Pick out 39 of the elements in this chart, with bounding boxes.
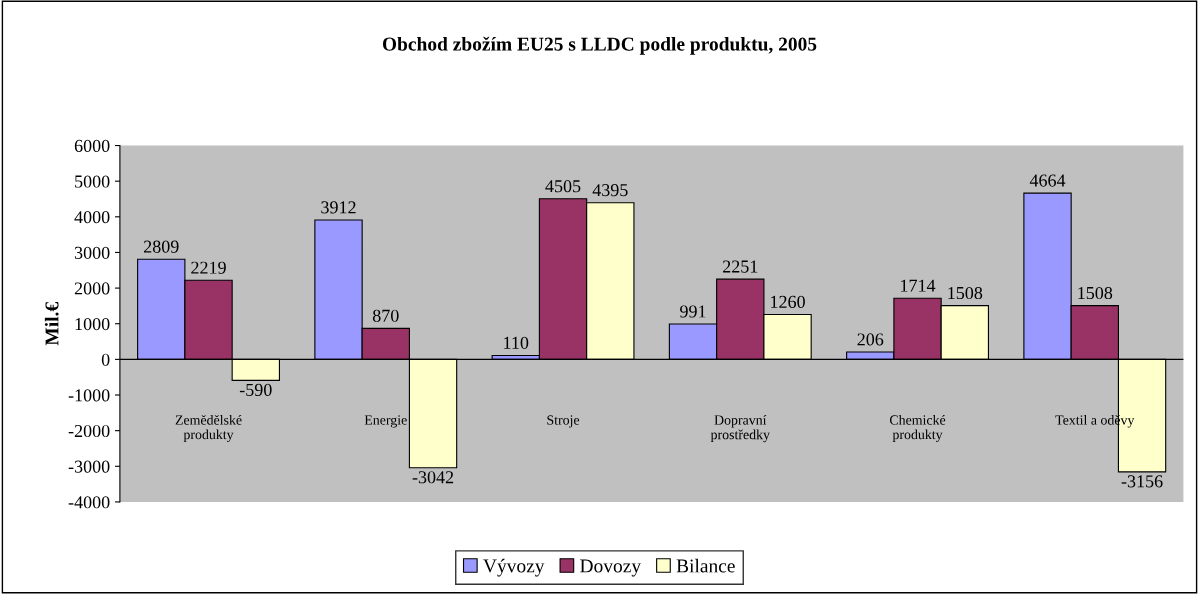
y-tick-label: 2000: [74, 282, 110, 295]
data-label: 4395: [592, 184, 628, 197]
data-label: 870: [372, 309, 399, 322]
data-label: 2219: [191, 261, 226, 274]
x-tick-label: Energie: [364, 415, 407, 428]
y-tick-label: 6000: [74, 139, 110, 152]
data-label: 3912: [321, 201, 356, 214]
legend-label: Dovozy: [580, 559, 642, 577]
data-label: 991: [680, 305, 706, 318]
data-label: -3156: [1121, 475, 1163, 488]
y-tick-label: 1000: [75, 317, 110, 331]
data-label: 206: [857, 333, 884, 346]
y-tick-label: -4000: [68, 496, 110, 509]
y-tick-label: -2000: [68, 424, 110, 438]
x-tick-label: Stroje: [547, 415, 580, 428]
data-label: 4505: [545, 180, 581, 193]
data-label: -3042: [412, 471, 454, 484]
data-label: 1508: [1078, 286, 1113, 300]
data-label: -590: [239, 383, 272, 396]
y-tick-label: 0: [101, 353, 110, 366]
data-label: 110: [504, 336, 529, 349]
y-tick-label: 5000: [75, 175, 110, 188]
data-label: 2251: [723, 260, 758, 273]
legend-label: Bilance: [676, 558, 735, 573]
y-tick-label: 4000: [74, 211, 110, 224]
x-tick-label: Zemědělské produkty: [175, 414, 242, 443]
chart-title: Obchod zbožím EU25 s LLDC podle produktu, 2005: [382, 36, 817, 55]
y-axis-title: Mil.€: [44, 302, 59, 346]
y-tick-label: -3000: [68, 460, 110, 473]
data-label: 1508: [948, 286, 983, 300]
x-tick-label: Chemické produkty: [889, 414, 946, 443]
y-tick-label: -1000: [68, 389, 110, 402]
data-label: 1714: [901, 279, 936, 292]
x-tick-label: Dopravní prostředky: [710, 414, 770, 443]
y-tick-label: 3000: [74, 246, 110, 259]
data-label: 2809: [144, 240, 179, 253]
data-label: 1260: [771, 295, 805, 308]
data-label: 4664: [1029, 174, 1066, 187]
legend-label: Vývozy: [483, 558, 545, 577]
